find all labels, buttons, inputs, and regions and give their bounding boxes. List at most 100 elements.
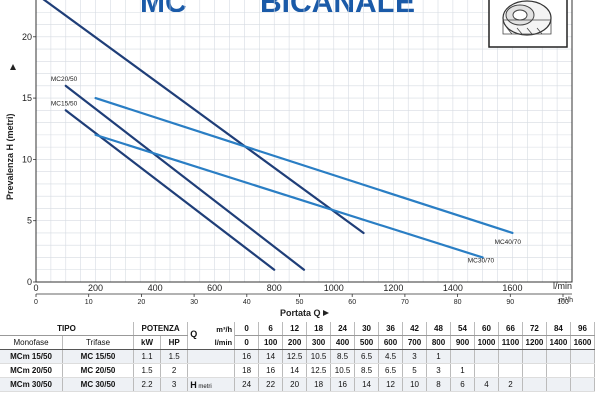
head-value-cell: 3 xyxy=(402,349,428,364)
unit-m3h: m³/h xyxy=(216,324,233,334)
head-value-cell: 24 xyxy=(234,377,260,392)
q-lmin-cell: 900 xyxy=(450,335,475,350)
q-m3h-cell: 96 xyxy=(570,322,595,336)
y-tick-label: 20 xyxy=(22,32,32,42)
sub-kw: kW xyxy=(133,335,162,350)
series-label: MC40/70 xyxy=(495,239,522,246)
q-letter: Q xyxy=(190,328,198,339)
head-value-cell xyxy=(522,349,547,364)
table-row: MCm 30/50 MC 30/50 2.2 3 H metri 24 22 20 18 16 14… xyxy=(0,377,595,392)
head-value-cell xyxy=(570,363,595,378)
q-m3h-cell: 0 xyxy=(234,322,260,336)
q-m3h-cell: 24 xyxy=(330,322,356,336)
head-value-cell: 18 xyxy=(306,377,332,392)
specs-table: TIPO POTENZA Q m³/h l/min 0 6 12 18 24 30 36 42… xyxy=(0,322,595,392)
series-label: MC30/70 xyxy=(468,257,495,264)
head-value-cell: 1 xyxy=(450,363,475,378)
head-value-cell: 6.5 xyxy=(354,349,380,364)
head-value-cell: 2 xyxy=(498,377,523,392)
power-kw: 1.5 xyxy=(133,363,162,378)
x-tick-label: 600 xyxy=(207,283,222,293)
x2-tick-label: 80 xyxy=(454,299,462,306)
series-labels: MC20/50 MC15/50 MC40/70 MC30/70 xyxy=(51,76,521,264)
q-m3h-cell: 84 xyxy=(546,322,571,336)
series-line-mc40-50 xyxy=(42,0,365,235)
head-value-cell: 8 xyxy=(426,377,451,392)
x-tick-label: 1600 xyxy=(502,283,522,293)
h-letter: H xyxy=(190,379,197,390)
series-label: MC15/50 xyxy=(51,100,78,107)
series-line-mc30-70 xyxy=(94,133,484,259)
x2-tick-label: 20 xyxy=(138,299,146,306)
q-lmin-cell: 1100 xyxy=(498,335,523,350)
x2-tick-label: 50 xyxy=(296,299,304,306)
chart-title-left: MC xyxy=(140,0,187,19)
x2-tick-label: 10 xyxy=(85,299,93,306)
q-lmin-cell: 800 xyxy=(426,335,451,350)
x-tick-label: 200 xyxy=(88,283,103,293)
head-value-cell xyxy=(546,349,571,364)
sub-trifase: Trifase xyxy=(62,335,134,350)
series-line-mc20-50 xyxy=(64,84,306,271)
head-value-cell xyxy=(570,349,595,364)
q-m3h-cell: 36 xyxy=(378,322,404,336)
head-value-cell: 16 xyxy=(258,363,284,378)
head-value-cell: 6.5 xyxy=(378,363,404,378)
q-lmin-cell: 1200 xyxy=(522,335,547,350)
x-axis-arrow-icon xyxy=(323,310,329,316)
head-value-cell xyxy=(522,363,547,378)
q-lmin-cell: 200 xyxy=(282,335,308,350)
head-value-cell: 18 xyxy=(234,363,260,378)
chart-grid xyxy=(36,0,572,282)
head-value-cell: 6 xyxy=(450,377,475,392)
head-value-cell xyxy=(522,377,547,392)
x2-tick-label: 60 xyxy=(348,299,356,306)
head-value-cell: 10 xyxy=(402,377,428,392)
q-lmin-cell: 0 xyxy=(234,335,260,350)
head-value-cell xyxy=(546,377,571,392)
x-unit-secondary: m³/h xyxy=(559,297,573,304)
x2-tick-label: 70 xyxy=(401,299,409,306)
head-value-cell: 22 xyxy=(258,377,284,392)
x2-tick-label: 100 xyxy=(557,299,569,306)
q-m3h-cell: 72 xyxy=(522,322,547,336)
y-tick-label: 15 xyxy=(22,93,32,103)
q-m3h-cell: 42 xyxy=(402,322,428,336)
power-hp: 3 xyxy=(160,377,189,392)
chart-title-right: BICANALE xyxy=(260,0,415,19)
head-value-cell: 14 xyxy=(282,363,308,378)
head-value-cell xyxy=(474,349,499,364)
q-lmin-cell: 300 xyxy=(306,335,332,350)
head-value-cell: 4.5 xyxy=(378,349,404,364)
sub-hp: HP xyxy=(160,335,189,350)
x2-tick-label: 40 xyxy=(243,299,251,306)
plot-area xyxy=(35,0,573,283)
y-tick-label: 0 xyxy=(27,277,32,287)
head-value-cell: 3 xyxy=(426,363,451,378)
q-m3h-cell: 12 xyxy=(282,322,308,336)
q-m3h-cell: 54 xyxy=(450,322,475,336)
x-tick-label: 0 xyxy=(33,283,38,293)
x-tick-label: 1000 xyxy=(324,283,344,293)
head-value-cell: 12.5 xyxy=(282,349,308,364)
head-value-cell: 1 xyxy=(426,349,451,364)
x2-tick-label: 90 xyxy=(506,299,514,306)
x-axis-label: Portata Q xyxy=(280,308,321,318)
head-value-cell: 8.5 xyxy=(330,349,356,364)
model-monofase: MCm 30/50 xyxy=(0,377,64,392)
x2-tick-label: 30 xyxy=(190,299,198,306)
h-header-cell xyxy=(187,363,236,378)
head-value-cell xyxy=(498,363,523,378)
head-value-cell: 16 xyxy=(330,377,356,392)
h-header-cell xyxy=(187,349,236,364)
sub-monofase: Monofase xyxy=(0,335,64,350)
q-m3h-cell: 60 xyxy=(474,322,499,336)
x-tick-label: 400 xyxy=(148,283,163,293)
head-value-cell xyxy=(474,363,499,378)
head-value-cell: 20 xyxy=(282,377,308,392)
h-header-cell: H metri xyxy=(187,377,236,392)
series-line-mc40-70 xyxy=(94,96,514,235)
q-lmin-cell: 1600 xyxy=(570,335,595,350)
y-axis-label: Prevalenza H (metri) xyxy=(5,113,15,200)
